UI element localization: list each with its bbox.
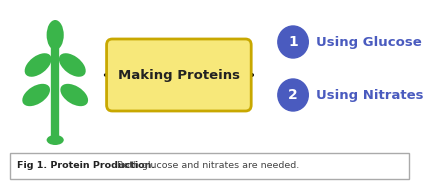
Ellipse shape xyxy=(59,53,85,77)
Text: Using Nitrates: Using Nitrates xyxy=(316,88,424,102)
Ellipse shape xyxy=(47,135,64,145)
Circle shape xyxy=(278,79,308,111)
Ellipse shape xyxy=(60,84,88,106)
Ellipse shape xyxy=(47,20,64,50)
FancyBboxPatch shape xyxy=(107,39,251,111)
Text: Fig 1. Protein Production.: Fig 1. Protein Production. xyxy=(17,162,155,171)
Ellipse shape xyxy=(25,53,51,77)
Circle shape xyxy=(278,26,308,58)
Text: Using Glucose: Using Glucose xyxy=(316,36,422,48)
FancyBboxPatch shape xyxy=(9,153,409,179)
Ellipse shape xyxy=(22,84,50,106)
Text: Both glucose and nitrates are needed.: Both glucose and nitrates are needed. xyxy=(114,162,299,171)
Text: 1: 1 xyxy=(288,35,298,49)
Text: Making Proteins: Making Proteins xyxy=(118,68,240,82)
Text: 2: 2 xyxy=(288,88,298,102)
